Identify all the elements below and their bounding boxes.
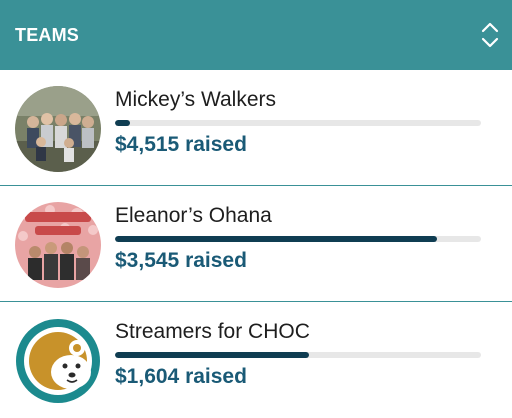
team-item-mickeys-walkers[interactable]: Mickey’s Walkers $4,515 raised <box>0 70 512 186</box>
teams-list: Mickey’s Walkers $4,515 raised <box>0 70 512 418</box>
progress-bar <box>115 352 481 358</box>
teams-header: TEAMS <box>0 0 512 70</box>
amount-raised: $3,545 raised <box>115 249 247 272</box>
team-avatar <box>15 318 101 404</box>
progress-bar-fill <box>115 236 438 242</box>
progress-bar <box>115 236 481 242</box>
sort-toggle-button[interactable] <box>478 20 502 50</box>
team-name[interactable]: Streamers for CHOC <box>115 320 310 343</box>
team-avatar <box>15 202 101 288</box>
team-name[interactable]: Eleanor’s Ohana <box>115 204 272 227</box>
progress-bar-fill <box>115 120 130 126</box>
group-photo-pink-icon <box>15 202 101 288</box>
amount-raised: $1,604 raised <box>115 365 247 388</box>
team-item-streamers-for-choc[interactable]: Streamers for CHOC $1,604 raised <box>0 302 512 418</box>
team-name[interactable]: Mickey’s Walkers <box>115 88 277 111</box>
group-photo-icon <box>15 86 101 172</box>
progress-bar-fill <box>115 352 309 358</box>
team-avatar <box>15 86 101 172</box>
team-item-eleanors-ohana[interactable]: Eleanor’s Ohana $3,545 raised <box>0 186 512 302</box>
progress-bar <box>115 120 481 126</box>
chevron-up-down-icon <box>481 22 499 48</box>
amount-raised: $4,515 raised <box>115 133 247 156</box>
bear-logo-icon <box>15 318 101 404</box>
header-title: TEAMS <box>15 24 79 45</box>
